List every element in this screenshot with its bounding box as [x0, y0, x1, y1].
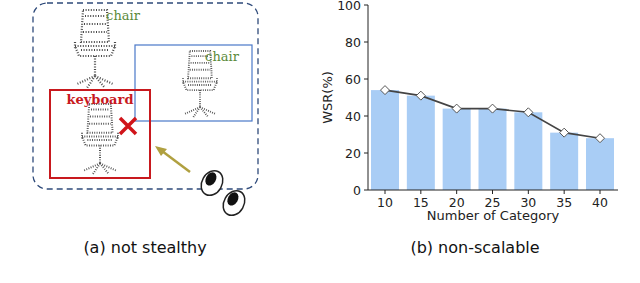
y-tick: [364, 42, 368, 43]
arrow: [162, 151, 190, 172]
point-cloud: [75, 42, 115, 48]
marker: [524, 108, 533, 117]
cross-mark: [120, 118, 136, 134]
bar: [586, 138, 614, 190]
object-label: chair: [205, 49, 240, 64]
point-cloud: [89, 109, 111, 123]
object-label: chair: [106, 8, 141, 23]
point-cloud: [81, 10, 109, 42]
y-tick-label: 0: [353, 183, 361, 198]
diagram-panel: chair chair keyboard (a) not stealthy: [33, 3, 258, 257]
marker: [488, 104, 497, 113]
point-cloud: [84, 163, 116, 174]
y-tick: [364, 5, 368, 6]
x-tick: [564, 190, 565, 194]
bbox-chair: [135, 45, 252, 121]
bar: [371, 90, 399, 190]
marker: [560, 128, 569, 137]
point-cloud: [87, 139, 112, 141]
arrow-head: [155, 146, 167, 156]
point-cloud-chair: [82, 104, 118, 174]
y-tick-label: 60: [345, 72, 361, 87]
x-tick: [420, 190, 421, 194]
point-cloud: [99, 145, 101, 163]
point-cloud: [87, 104, 112, 133]
x-tick: [528, 190, 529, 194]
object-label: keyboard: [67, 92, 134, 107]
bar: [479, 109, 507, 190]
point-cloud: [188, 84, 212, 86]
y-tick: [364, 116, 368, 117]
bbox-keyboard: [50, 90, 150, 178]
marker: [416, 91, 425, 100]
point-cloud: [81, 49, 109, 51]
x-axis-label: Number of Category: [427, 208, 560, 223]
y-axis: [368, 5, 369, 190]
point-cloud: [183, 78, 217, 83]
bar: [443, 109, 471, 190]
chart-panel: 02040608010010152025303540Number of Cate…: [320, 0, 618, 257]
y-tick: [364, 153, 368, 154]
x-tick: [385, 190, 386, 194]
bar: [514, 112, 542, 190]
x-tick: [492, 190, 493, 194]
eye: [197, 167, 227, 200]
plot-area: [371, 86, 614, 190]
figure: chair chair keyboard (a) not stealthy 0 20 40 6…: [0, 0, 640, 283]
point-cloud: [199, 90, 201, 107]
point-cloud: [82, 133, 118, 138]
y-tick: [364, 190, 368, 191]
point-cloud: [82, 136, 118, 145]
x-tick-label: 40: [592, 195, 608, 210]
x-tick-label: 10: [377, 195, 393, 210]
x-tick: [600, 190, 601, 194]
marker: [596, 134, 605, 143]
eye: [219, 187, 249, 220]
y-tick-label: 20: [345, 146, 361, 161]
point-cloud: [94, 56, 96, 76]
trend-line: [385, 90, 600, 138]
pupil: [203, 170, 219, 187]
caption: (a) not stealthy: [83, 238, 206, 257]
point-cloud: [83, 16, 107, 32]
bar: [407, 96, 435, 190]
y-tick-label: 100: [337, 0, 361, 13]
y-tick-label: 40: [345, 109, 361, 124]
marker: [452, 104, 461, 113]
y-tick: [364, 79, 368, 80]
caption: (b) non-scalable: [410, 238, 539, 257]
point-cloud: [77, 76, 113, 88]
point-cloud: [183, 82, 217, 91]
scene-frame: [33, 3, 258, 189]
x-tick: [456, 190, 457, 194]
point-cloud: [185, 107, 216, 117]
pupil: [225, 190, 241, 207]
marker: [381, 86, 390, 95]
y-axis-label: WSR(%): [320, 71, 335, 124]
bar: [550, 133, 578, 190]
point-cloud: [75, 46, 115, 56]
y-tick-label: 80: [345, 35, 361, 50]
